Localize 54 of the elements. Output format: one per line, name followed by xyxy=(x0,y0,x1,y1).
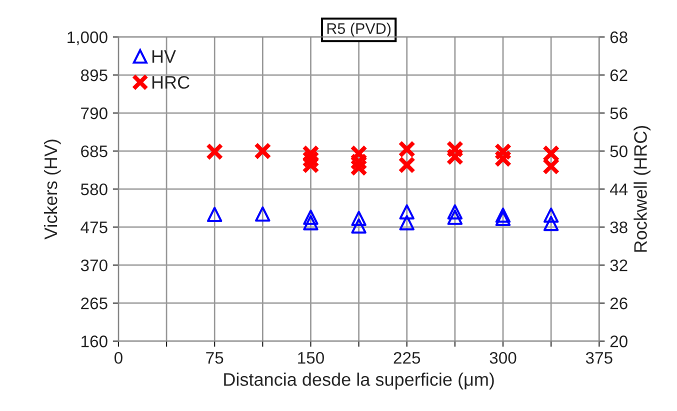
x-tick-label: 375 xyxy=(586,352,612,364)
y2-tick-label: 26 xyxy=(610,298,628,310)
y2-tick-label: 68 xyxy=(610,31,628,44)
y2-tick-label: 20 xyxy=(610,336,628,348)
point xyxy=(447,210,463,225)
y-tick-label: 370 xyxy=(80,259,108,272)
legend-label: HV xyxy=(152,50,176,63)
y-tick-label: 580 xyxy=(80,183,108,196)
x-tick-label: 300 xyxy=(490,352,516,364)
y-tick-label: 685 xyxy=(81,145,108,158)
point xyxy=(206,143,224,160)
point xyxy=(303,215,318,230)
point xyxy=(494,150,512,168)
point xyxy=(350,144,368,162)
point xyxy=(543,207,559,223)
y2-tick-label: 56 xyxy=(610,107,628,120)
point xyxy=(398,156,416,174)
point xyxy=(542,158,560,175)
x-tick-label: 225 xyxy=(394,352,420,364)
point xyxy=(399,215,415,230)
point xyxy=(206,206,222,222)
y2-tick-label: 32 xyxy=(610,259,628,272)
point xyxy=(254,142,272,160)
point xyxy=(398,140,416,158)
chart-title: R5 (PVD) xyxy=(327,22,391,37)
y2-axis-title: Rockwell (HRC) xyxy=(634,126,650,252)
x-axis-title: Distancia desde la superficie (μm) xyxy=(224,372,494,390)
point xyxy=(351,218,366,234)
point xyxy=(494,143,512,160)
y-tick-label: 790 xyxy=(81,107,108,120)
x-tick-label: 0 xyxy=(114,352,122,364)
y2-tick-label: 44 xyxy=(610,184,628,196)
y2-tick-label: 50 xyxy=(610,145,628,158)
y-tick-label: 475 xyxy=(80,222,108,234)
x-tick-label: 75 xyxy=(206,352,224,364)
y2-tick-label: 62 xyxy=(610,69,628,82)
y2-tick-label: 38 xyxy=(610,221,628,234)
point xyxy=(351,210,366,226)
y-axis-title: Vickers (HV) xyxy=(44,140,61,240)
y-tick-label: 160 xyxy=(82,336,108,348)
point xyxy=(399,204,415,220)
y-tick-label: 265 xyxy=(81,298,108,310)
point xyxy=(446,140,464,158)
x-tick-label: 150 xyxy=(298,352,324,364)
point xyxy=(447,204,463,220)
legend-label: HRC xyxy=(152,76,190,89)
y-tick-label: 1,000 xyxy=(68,31,108,46)
point xyxy=(495,210,511,226)
point xyxy=(495,207,511,223)
point xyxy=(543,216,559,232)
point xyxy=(446,148,464,166)
point xyxy=(303,210,318,225)
y-tick-label: 895 xyxy=(80,69,108,82)
point xyxy=(255,206,270,222)
